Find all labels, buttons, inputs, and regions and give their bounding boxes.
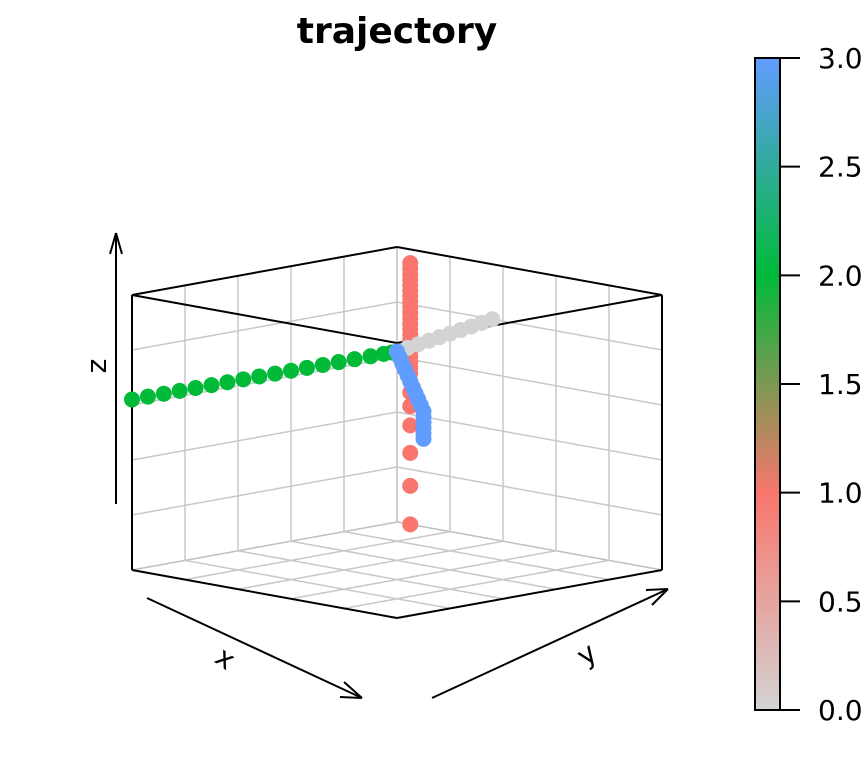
data-point	[171, 382, 188, 399]
grid-lines	[131, 256, 663, 610]
box-edge	[396, 521, 663, 571]
data-point	[219, 374, 236, 391]
colorbar-tick-label: 1.5	[818, 368, 863, 401]
data-point	[235, 371, 252, 388]
colorbar-ticks: 0.0 0.5 1.0 1.5 2.0 2.5 3.0	[780, 42, 863, 727]
colorbar-tick-label: 2.0	[818, 259, 863, 292]
colorbar-tick-label: 3.0	[818, 42, 863, 75]
grid-line	[131, 466, 398, 516]
data-point	[187, 379, 204, 396]
x-axis-arrow	[146, 597, 363, 699]
box-edge	[131, 521, 398, 571]
y-axis-arrow	[431, 588, 669, 699]
data-point	[155, 385, 172, 402]
data-point	[314, 356, 331, 373]
data-point	[484, 311, 501, 328]
data-point	[330, 354, 347, 371]
box-edge	[396, 246, 663, 296]
data-point	[139, 388, 156, 405]
data-point	[402, 417, 419, 434]
grid-line	[343, 530, 610, 581]
x-axis-arrowhead	[339, 681, 363, 699]
plot-box-back	[131, 247, 663, 571]
data-point	[402, 444, 419, 461]
data-point	[415, 430, 432, 447]
grid-line	[396, 356, 663, 406]
data-point	[124, 391, 140, 408]
colorbar-tick-label: 1.0	[818, 477, 863, 510]
colorbar	[754, 57, 781, 711]
grid-line	[131, 301, 398, 351]
z-axis-label: z	[80, 359, 113, 374]
box-edge	[131, 569, 398, 619]
grid-line	[396, 301, 663, 351]
data-point	[203, 377, 220, 394]
grid-line	[131, 411, 398, 461]
z-axis-arrowhead	[109, 232, 123, 255]
box-edge	[131, 294, 398, 344]
data-points	[124, 255, 501, 533]
grid-line	[184, 559, 451, 610]
colorbar-tick-label: 0.5	[818, 585, 863, 618]
grid-line	[184, 530, 451, 581]
grid-line	[343, 559, 610, 610]
grid-line	[396, 466, 663, 516]
data-point	[298, 359, 315, 376]
y-axis-arrowhead	[645, 588, 669, 606]
axis-arrows	[109, 232, 669, 699]
colorbar-tick-label: 2.5	[818, 151, 863, 184]
data-point	[402, 477, 419, 494]
grid-line	[396, 411, 663, 461]
x-axis-label: x	[209, 640, 242, 677]
colorbar-tick-label: 0.0	[818, 694, 863, 727]
y-axis-label: y	[570, 636, 603, 673]
grid-line	[237, 540, 504, 590]
data-point	[402, 516, 419, 533]
data-point	[362, 348, 379, 365]
data-point	[346, 351, 363, 368]
data-point	[267, 365, 284, 382]
grid-line	[290, 550, 557, 600]
chart-title: trajectory	[297, 11, 498, 52]
plot-box-front	[131, 246, 663, 619]
box-edge	[396, 569, 663, 619]
data-point	[283, 362, 299, 379]
grid-line	[290, 540, 557, 590]
grid-line	[237, 550, 504, 600]
data-point	[251, 368, 268, 385]
box-edge	[131, 246, 398, 296]
